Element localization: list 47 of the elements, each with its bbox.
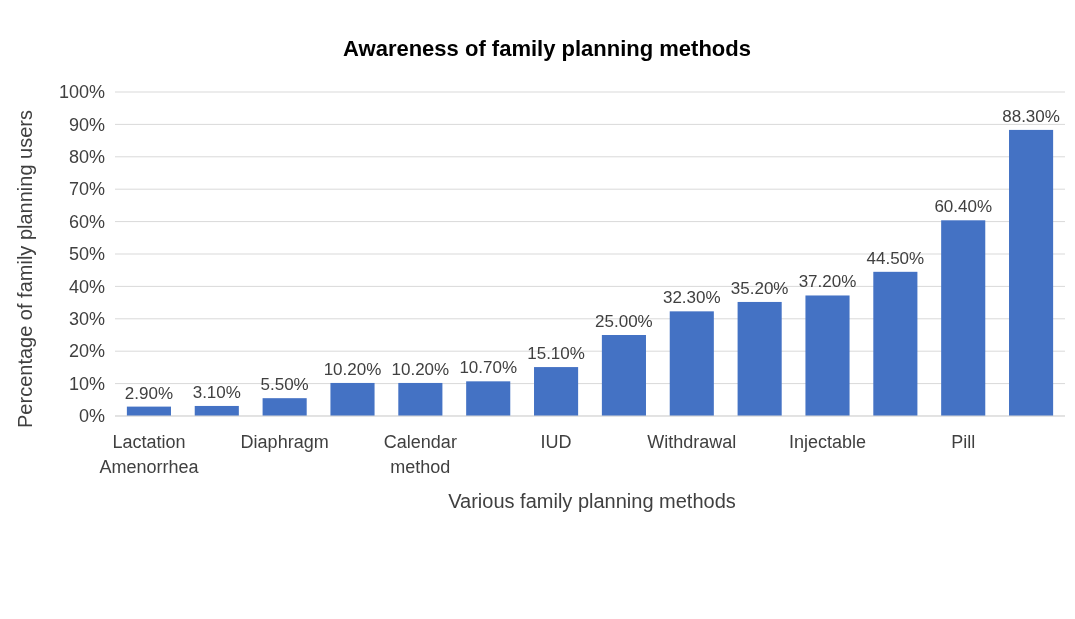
y-tick-label: 40% [68, 276, 105, 297]
data-label: 88.30% [1002, 106, 1060, 126]
y-tick-label: 20% [68, 341, 105, 362]
y-tick-label: 50% [68, 244, 105, 265]
bar [534, 367, 579, 416]
y-tick-label: 100% [58, 82, 105, 103]
data-label: 44.50% [866, 248, 925, 268]
y-tick-label: 0% [78, 406, 105, 427]
bar [873, 271, 918, 416]
data-label: 25.00% [595, 312, 653, 331]
y-tick-label: 60% [68, 211, 105, 232]
bar [601, 335, 646, 416]
bar [737, 301, 782, 416]
bar [805, 295, 850, 416]
chart-title: Awareness of family planning methods [343, 36, 751, 61]
bar [466, 381, 511, 416]
bar [330, 382, 375, 416]
data-label: 15.10% [527, 344, 585, 364]
data-label: 5.50% [260, 375, 309, 395]
data-label: 37.20% [798, 272, 857, 292]
bar [262, 398, 307, 416]
y-axis-title: Percentage of family planning users [14, 110, 36, 428]
y-tick-label: 70% [68, 179, 105, 200]
x-tick-label: Lactation Amenorrhea [99, 432, 200, 477]
data-label: 35.20% [730, 278, 789, 298]
x-tick-label: Diaphragm [240, 432, 329, 452]
y-tick-label: 10% [68, 373, 105, 394]
y-tick-label: 90% [68, 114, 105, 135]
data-label: 2.90% [124, 383, 174, 403]
x-tick-label: Withdrawal [647, 432, 737, 452]
data-label: 32.30% [662, 288, 721, 308]
data-label: 10.20% [391, 359, 450, 379]
x-tick-label: Injectable [788, 432, 867, 452]
bar [941, 220, 986, 416]
x-tick-label: Calendar method [383, 432, 457, 477]
y-tick-label: 80% [68, 147, 105, 168]
data-label: 10.20% [323, 359, 382, 379]
data-label: 10.70% [459, 358, 518, 378]
x-tick-label: IUD [540, 432, 572, 452]
data-label: 3.10% [192, 382, 241, 402]
bar [669, 311, 714, 416]
x-tick-label: Pill [951, 432, 976, 452]
bar [398, 382, 443, 416]
bar [1009, 129, 1054, 416]
y-tick-label: 30% [68, 309, 105, 330]
x-axis-title: Various family planning methods [448, 490, 736, 512]
data-label: 60.40% [934, 197, 993, 217]
